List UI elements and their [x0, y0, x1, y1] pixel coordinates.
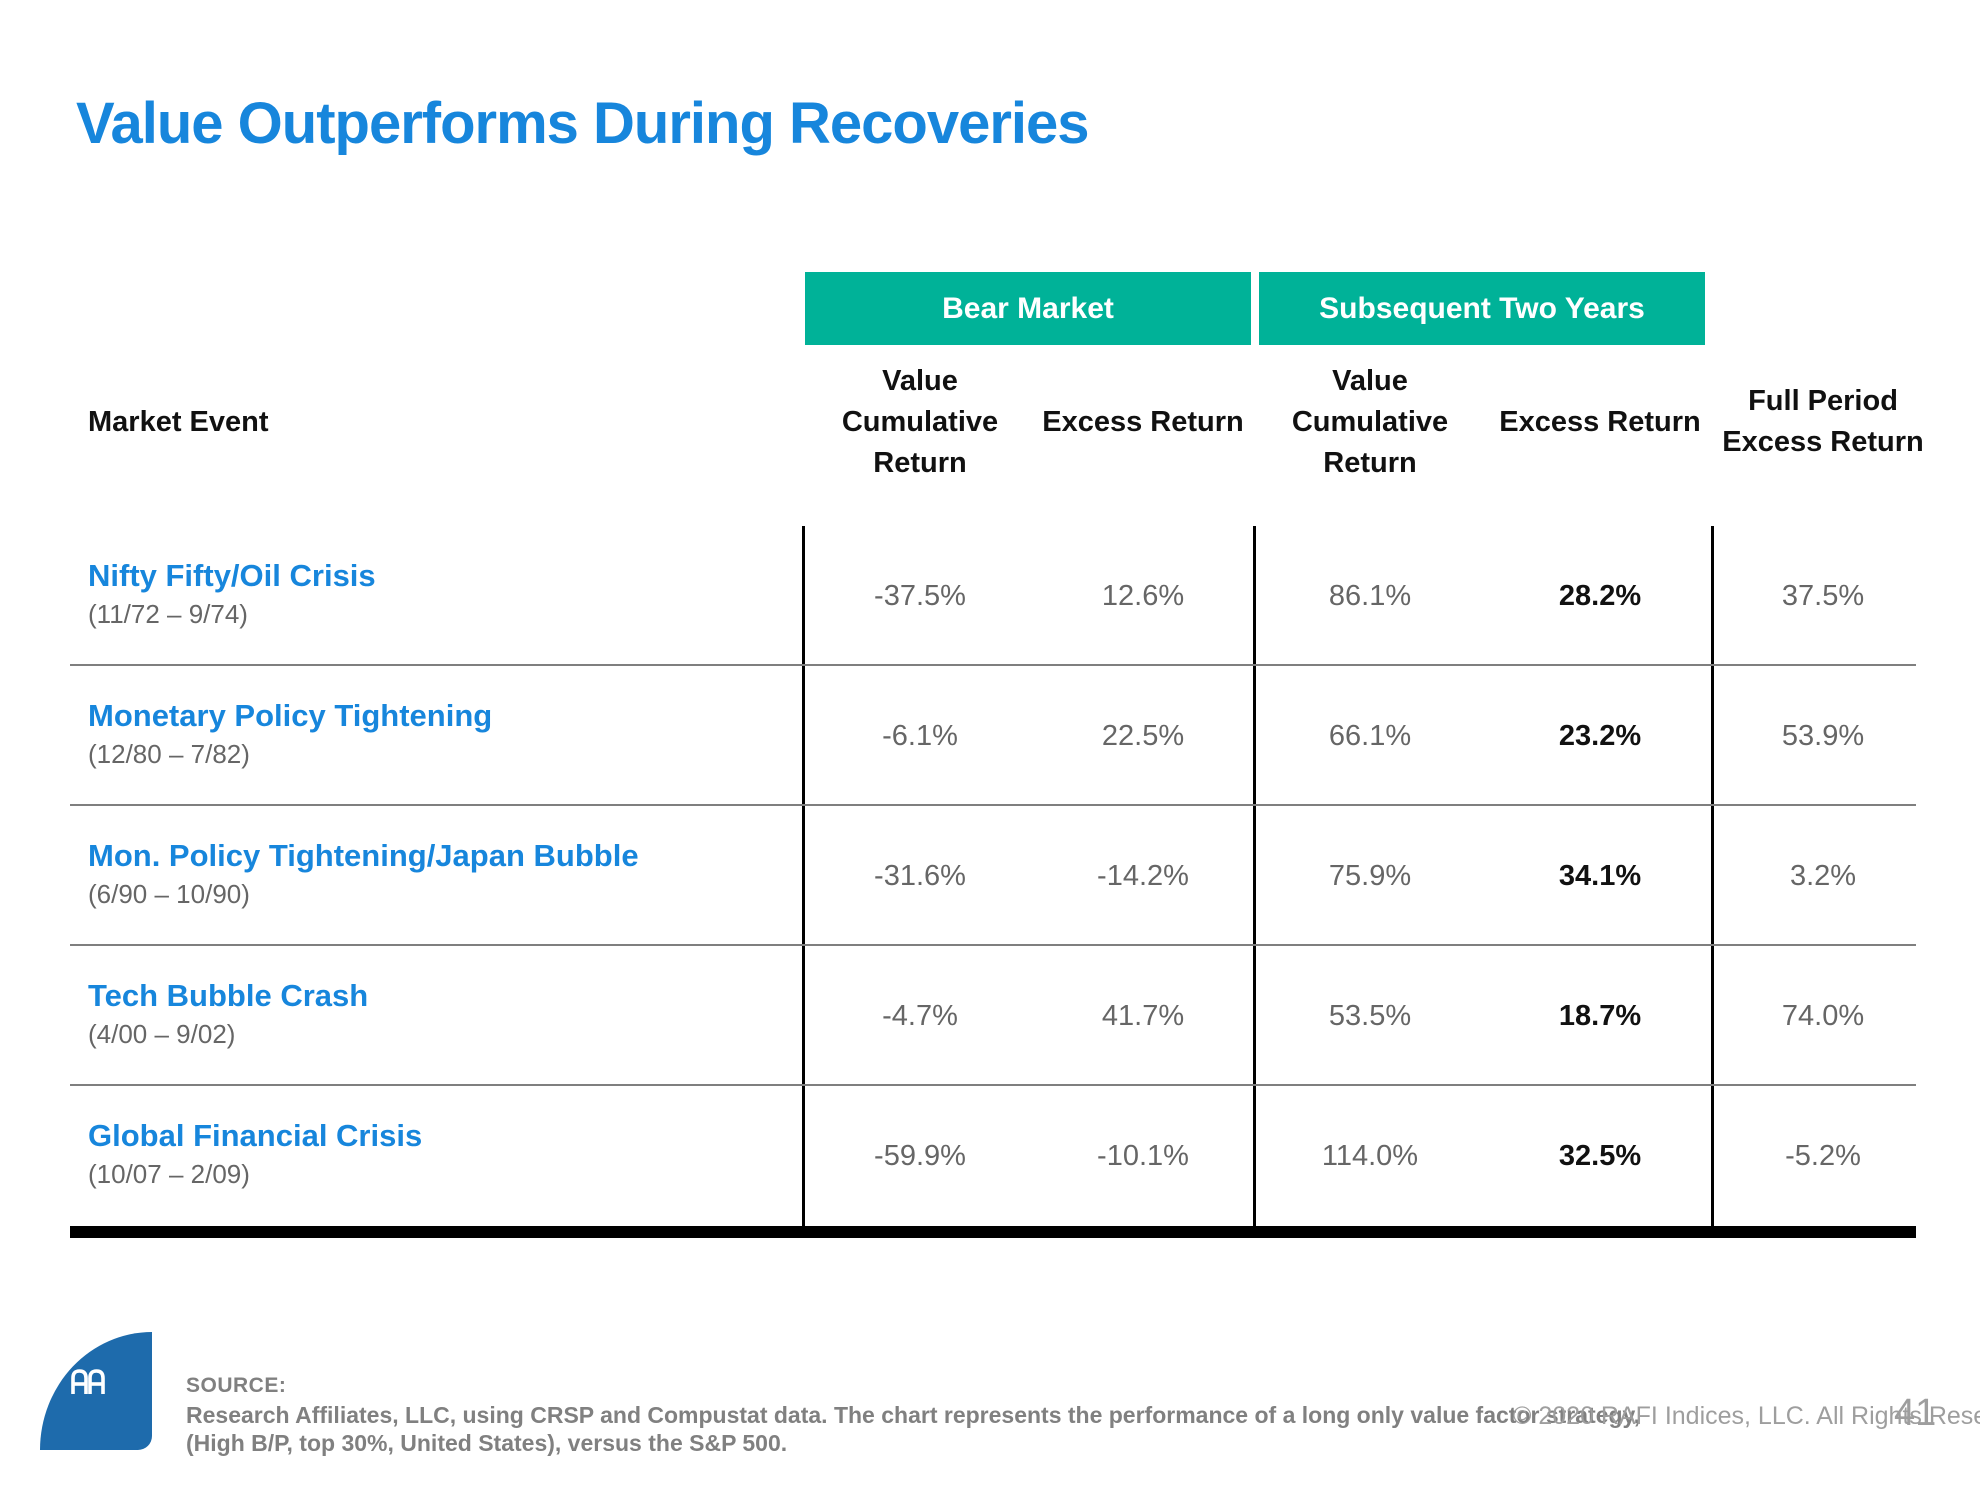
- market-event-cell: Monetary Policy Tightening (12/80 – 7/82…: [88, 696, 492, 773]
- event-period: (11/72 – 9/74): [88, 599, 248, 629]
- column-header-bear-excess-return: Excess Return: [1042, 405, 1244, 438]
- cell-full-period-excess-return: 37.5%: [1781, 579, 1865, 612]
- returns-table: Bear Market Subsequent Two Years Market …: [70, 272, 1924, 1240]
- cell-bear-value-cumulative-return: -59.9%: [874, 1139, 966, 1172]
- column-header-subsequent-excess-return: Excess Return: [1499, 405, 1701, 438]
- table-row: Global Financial Crisis (10/07 – 2/09) -…: [70, 1086, 1916, 1226]
- column-divider: [1253, 526, 1256, 1226]
- cell-bear-excess-return: 12.6%: [1101, 579, 1185, 612]
- cell-subsequent-value-cumulative-return: 75.9%: [1328, 859, 1412, 892]
- cell-full-period-excess-return: 53.9%: [1781, 719, 1865, 752]
- market-event-cell: Tech Bubble Crash (4/00 – 9/02): [88, 976, 368, 1053]
- cell-full-period-excess-return: 74.0%: [1781, 999, 1865, 1032]
- event-period: (10/07 – 2/09): [88, 1159, 250, 1189]
- table-row: Monetary Policy Tightening (12/80 – 7/82…: [70, 666, 1916, 806]
- table-row: Nifty Fifty/Oil Crisis (11/72 – 9/74) -3…: [70, 526, 1916, 666]
- cell-subsequent-excess-return: 32.5%: [1558, 1139, 1642, 1172]
- cell-subsequent-value-cumulative-return: 53.5%: [1328, 999, 1412, 1032]
- cell-bear-excess-return: 22.5%: [1101, 719, 1185, 752]
- column-header-market-event: Market Event: [88, 405, 269, 438]
- research-affiliates-logo: [40, 1332, 152, 1450]
- market-event-cell: Mon. Policy Tightening/Japan Bubble (6/9…: [88, 836, 639, 913]
- cell-subsequent-excess-return: 34.1%: [1558, 859, 1642, 892]
- cell-bear-value-cumulative-return: -37.5%: [874, 579, 966, 612]
- page-number: 41: [1894, 1392, 1937, 1434]
- column-header-subsequent-value-cumulative-return: Value Cumulative Return: [1291, 364, 1449, 479]
- ra-monogram-icon: [71, 1369, 105, 1394]
- event-name: Nifty Fifty/Oil Crisis: [88, 558, 376, 593]
- cell-bear-excess-return: -10.1%: [1097, 1139, 1189, 1172]
- source-text-line1: Research Affiliates, LLC, using CRSP and…: [186, 1402, 1641, 1428]
- cell-subsequent-excess-return: 28.2%: [1558, 579, 1642, 612]
- event-name: Mon. Policy Tightening/Japan Bubble: [88, 838, 639, 873]
- source-label: SOURCE:: [186, 1374, 287, 1397]
- cell-subsequent-value-cumulative-return: 114.0%: [1321, 1139, 1419, 1172]
- copyright-notice: © 2020 RAFI Indices, LLC. All Rights Res…: [1513, 1402, 1980, 1430]
- cell-subsequent-excess-return: 18.7%: [1558, 999, 1642, 1032]
- cell-bear-excess-return: -14.2%: [1097, 859, 1189, 892]
- event-name: Tech Bubble Crash: [88, 978, 369, 1013]
- cell-subsequent-excess-return: 23.2%: [1558, 719, 1642, 752]
- column-divider: [1711, 526, 1714, 1226]
- table-body: Nifty Fifty/Oil Crisis (11/72 – 9/74) -3…: [70, 526, 1916, 1238]
- cell-subsequent-value-cumulative-return: 86.1%: [1328, 579, 1412, 612]
- group-header-subsequent-two-years: Subsequent Two Years: [1259, 272, 1705, 345]
- table-row: Mon. Policy Tightening/Japan Bubble (6/9…: [70, 806, 1916, 946]
- event-period: (6/90 – 10/90): [88, 879, 250, 909]
- column-divider: [802, 526, 805, 1226]
- group-header-bear-market: Bear Market: [805, 272, 1251, 345]
- source-text-line2: (High B/P, top 30%, United States), vers…: [186, 1430, 788, 1456]
- event-name: Monetary Policy Tightening: [88, 698, 493, 733]
- cell-subsequent-value-cumulative-return: 66.1%: [1328, 719, 1412, 752]
- event-period: (12/80 – 7/82): [88, 739, 250, 769]
- table-bottom-border: [70, 1226, 1916, 1238]
- table-row: Tech Bubble Crash (4/00 – 9/02) -4.7% 41…: [70, 946, 1916, 1086]
- cell-bear-value-cumulative-return: -31.6%: [874, 859, 966, 892]
- market-event-cell: Global Financial Crisis (10/07 – 2/09): [88, 1116, 422, 1193]
- cell-bear-value-cumulative-return: -4.7%: [882, 999, 958, 1032]
- cell-bear-excess-return: 41.7%: [1101, 999, 1185, 1032]
- event-name: Global Financial Crisis: [88, 1118, 423, 1153]
- column-header-full-period-excess-return: Full Period Excess Return: [1722, 385, 1924, 458]
- cell-full-period-excess-return: 3.2%: [1789, 859, 1857, 892]
- cell-bear-value-cumulative-return: -6.1%: [882, 719, 958, 752]
- cell-full-period-excess-return: -5.2%: [1785, 1139, 1861, 1172]
- market-event-cell: Nifty Fifty/Oil Crisis (11/72 – 9/74): [88, 556, 376, 633]
- page-title: Value Outperforms During Recoveries: [76, 91, 1090, 156]
- column-header-bear-value-cumulative-return: Value Cumulative Return: [841, 364, 999, 479]
- event-period: (4/00 – 9/02): [88, 1019, 236, 1049]
